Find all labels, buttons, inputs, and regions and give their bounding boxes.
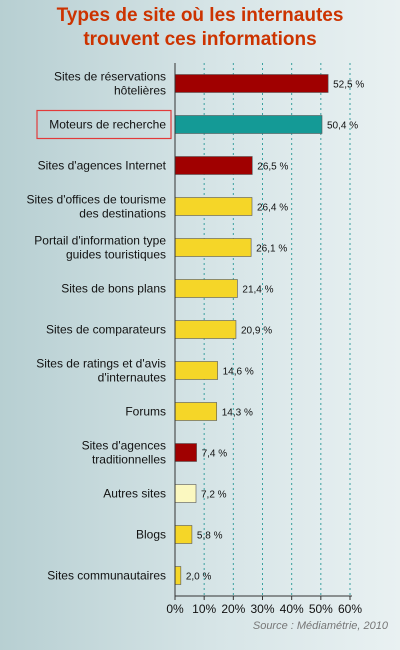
bar-1	[174, 115, 323, 134]
bar-9	[174, 443, 197, 462]
category-label-4-line-1: guides touristiques	[66, 248, 166, 262]
category-label-9-line-1: traditionnelles	[92, 453, 166, 467]
x-tick-label-5: 50%	[309, 602, 333, 616]
value-label-1: 50,4 %	[327, 121, 358, 132]
category-label-11-line-0: Blogs	[136, 528, 166, 542]
category-label-4-line-0: Portail d'information type	[34, 234, 166, 248]
bar-6	[174, 320, 237, 339]
value-label-3: 26,4 %	[257, 203, 288, 214]
value-label-7: 14,6 %	[223, 367, 254, 378]
category-label-6-line-0: Sites de comparateurs	[46, 323, 166, 337]
value-label-11: 5,8 %	[197, 531, 223, 542]
bar-8	[174, 402, 218, 421]
value-label-5: 21,4 %	[242, 285, 273, 296]
value-label-6: 20,9 %	[241, 326, 272, 337]
x-tick-label-2: 20%	[221, 602, 245, 616]
chart-title: Types de site où les internautes trouven…	[0, 4, 400, 52]
category-label-3-line-0: Sites d'offices de tourisme	[27, 193, 167, 207]
x-tick-label-6: 60%	[338, 602, 362, 616]
category-label-10-line-0: Autres sites	[103, 487, 166, 501]
category-label-5-line-0: Sites de bons plans	[61, 282, 166, 296]
category-label-3-line-1: des destinations	[79, 207, 166, 221]
bar-0	[174, 74, 329, 93]
bar-4	[174, 238, 252, 257]
x-tick-label-0: 0%	[166, 602, 184, 616]
category-label-0-line-0: Sites de réservations	[54, 70, 166, 84]
category-label-7-line-0: Sites de ratings et d'avis	[36, 357, 166, 371]
category-label-1-line-0: Moteurs de recherche	[49, 118, 166, 132]
bar-12	[174, 566, 182, 585]
bar-3	[174, 197, 253, 216]
category-label-7-line-1: d'internautes	[98, 371, 166, 385]
bar-7	[174, 361, 218, 380]
x-tick-label-4: 40%	[280, 602, 304, 616]
category-label-9-line-0: Sites d'agences	[82, 439, 166, 453]
value-label-8: 14,3 %	[222, 408, 253, 419]
value-label-9: 7,4 %	[202, 449, 228, 460]
x-tick-label-3: 30%	[250, 602, 274, 616]
category-label-8-line-0: Forums	[125, 405, 166, 419]
source-note: Source : Médiamétrie, 2010	[252, 620, 388, 632]
bar-11	[174, 525, 193, 544]
chart-title-line-1: Types de site où les internautes	[56, 5, 344, 26]
value-label-10: 7,2 %	[201, 490, 227, 501]
value-label-12: 2,0 %	[186, 572, 212, 583]
x-tick-label-1: 10%	[192, 602, 216, 616]
value-label-2: 26,5 %	[257, 162, 288, 173]
highlight-box	[36, 109, 172, 140]
bar-10	[174, 484, 197, 503]
category-label-0-line-1: hôtelières	[114, 84, 166, 98]
category-label-2-line-0: Sites d'agences Internet	[38, 159, 167, 173]
bar-5	[174, 279, 238, 298]
chart-title-line-2: trouvent ces informations	[83, 29, 317, 50]
value-label-0: 52,5 %	[333, 80, 364, 91]
value-label-4: 26,1 %	[256, 244, 287, 255]
category-label-12-line-0: Sites communautaires	[47, 569, 166, 583]
bar-2	[174, 156, 253, 175]
